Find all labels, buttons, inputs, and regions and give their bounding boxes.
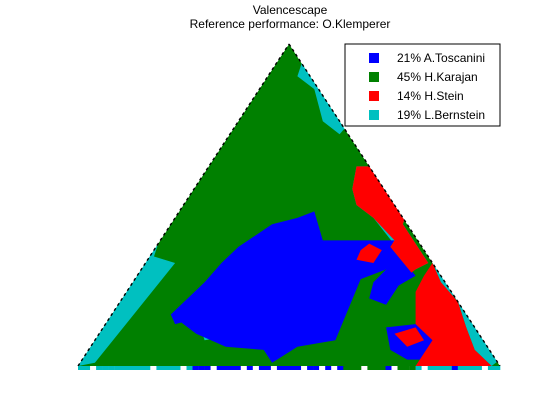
base-cell — [451, 366, 459, 370]
base-cell — [331, 366, 338, 370]
base-cell — [192, 366, 199, 370]
region-11 — [352, 166, 429, 273]
legend-label-1: 45% H.Karajan — [397, 70, 478, 84]
base-cell — [156, 366, 163, 370]
base-cell — [270, 366, 278, 370]
triangle-edge-0 — [77, 43, 290, 367]
base-cell — [481, 366, 489, 370]
base-cell — [144, 366, 151, 370]
base-cell — [90, 366, 97, 370]
region-9 — [170, 308, 218, 325]
base-cell — [421, 366, 428, 370]
base-cell — [301, 366, 308, 370]
base-cell — [120, 366, 127, 370]
base-cell — [475, 366, 483, 370]
base-cell — [367, 366, 374, 370]
base-cell — [168, 366, 175, 370]
base-cell — [403, 366, 410, 370]
base-cell — [409, 366, 416, 370]
base-cell — [216, 366, 223, 370]
base-cell — [313, 366, 320, 370]
base-cell — [494, 366, 501, 370]
base-cell — [469, 366, 477, 370]
base-cell — [210, 366, 217, 370]
base-cell — [258, 366, 266, 370]
base-cell — [246, 366, 254, 370]
base-cell — [415, 366, 422, 370]
chart-title: Valencescape — [253, 3, 328, 17]
legend-swatch-3 — [369, 110, 379, 120]
base-cell — [283, 366, 290, 370]
base-cell — [132, 366, 139, 370]
legend-swatch-2 — [369, 91, 379, 101]
base-cell — [433, 366, 440, 370]
region-13 — [356, 243, 382, 263]
base-cell — [337, 366, 344, 370]
region-14 — [394, 327, 424, 347]
region-12 — [415, 263, 492, 366]
base-cell — [228, 366, 235, 370]
base-cell — [361, 366, 368, 370]
chart-subtitle: Reference performance: O.Klemperer — [190, 17, 391, 31]
base-cell — [457, 366, 465, 370]
base-cell — [373, 366, 380, 370]
base-cell — [295, 366, 302, 370]
base-cell — [379, 366, 386, 370]
base-cell — [126, 366, 133, 370]
base-cell — [114, 366, 121, 370]
base-cell — [102, 366, 109, 370]
triangle-edge-1 — [288, 43, 501, 367]
base-cell — [276, 366, 284, 370]
base-cell — [78, 366, 85, 370]
base-cell — [307, 366, 314, 370]
base-cell — [439, 366, 446, 370]
base-cell — [204, 366, 211, 370]
base-cell — [397, 366, 404, 370]
base-cell — [343, 366, 350, 370]
base-cell — [162, 366, 169, 370]
base-cell — [264, 366, 272, 370]
base-cell — [108, 366, 115, 370]
base-cell — [186, 366, 193, 370]
legend-swatch-0 — [369, 53, 379, 63]
base-cell — [198, 366, 205, 370]
base-cell — [289, 366, 296, 370]
base-cell — [391, 366, 398, 370]
base-cell — [240, 366, 248, 370]
base-cell — [222, 366, 229, 370]
base-cell — [445, 366, 452, 370]
region-7 — [170, 211, 412, 363]
base-cell — [355, 366, 362, 370]
base-strip — [78, 366, 501, 370]
legend-label-0: 21% A.Toscanini — [397, 51, 485, 65]
region-8 — [369, 259, 416, 305]
base-cell — [180, 366, 187, 370]
base-cell — [150, 366, 157, 370]
legend-swatch-1 — [369, 72, 379, 82]
legend-label-3: 19% L.Bernstein — [397, 108, 485, 122]
base-cell — [252, 366, 260, 370]
legend: 21% A.Toscanini 45% H.Karajan 14% H.Stein 1… — [344, 43, 501, 127]
base-cell — [463, 366, 471, 370]
base-cell — [96, 366, 103, 370]
base-cell — [487, 366, 495, 370]
region-1 — [297, 76, 395, 241]
base-cell — [385, 366, 392, 370]
base-cell — [427, 366, 434, 370]
base-cell — [174, 366, 181, 370]
base-cell — [319, 366, 326, 370]
legend-label-2: 14% H.Stein — [397, 89, 464, 103]
base-cell — [138, 366, 145, 370]
base-cell — [84, 366, 91, 370]
base-cell — [325, 366, 332, 370]
base-cell — [234, 366, 241, 370]
base-cell — [349, 366, 356, 370]
